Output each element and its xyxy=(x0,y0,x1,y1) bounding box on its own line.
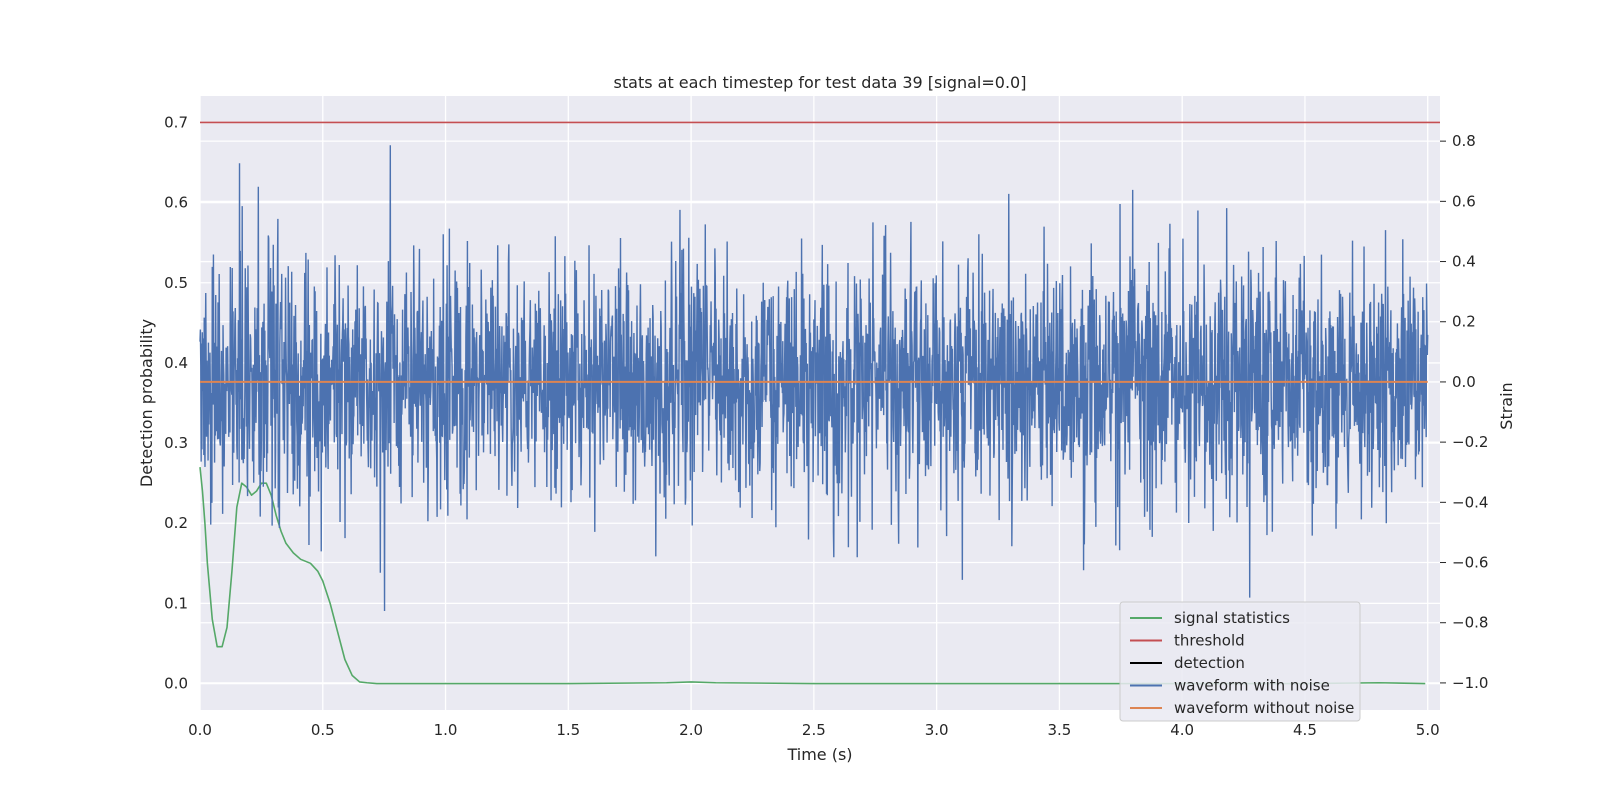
x-tick-label: 1.0 xyxy=(434,721,458,739)
series-layer-top xyxy=(200,121,1440,383)
y-tick-label: 0.4 xyxy=(164,354,188,372)
legend-label: threshold xyxy=(1174,632,1245,650)
x-tick-label: 4.0 xyxy=(1170,721,1194,739)
y2-tick-label: −0.4 xyxy=(1452,493,1488,511)
x-tick-label: 3.5 xyxy=(1047,721,1071,739)
chart-title: stats at each timestep for test data 39 … xyxy=(614,73,1027,92)
y-tick-label: 0.2 xyxy=(164,514,188,532)
x-axis-label: Time (s) xyxy=(786,745,852,764)
y2-tick-label: 0.4 xyxy=(1452,253,1476,271)
legend-label: signal statistics xyxy=(1174,609,1290,627)
x-tick-label: 2.0 xyxy=(679,721,703,739)
y-tick-label: 0.5 xyxy=(164,274,188,292)
x-tick-label: 5.0 xyxy=(1416,721,1440,739)
y-tick-label: 0.3 xyxy=(164,434,188,452)
y-tick-label: 0.7 xyxy=(164,113,188,131)
y-tick-label: 0.0 xyxy=(164,675,188,693)
ticks: 0.0 0.5 1.0 1.5 2.0 2.5 3.0 3.5 4.0 4.5 5.0 0.0 0.1 0… xyxy=(164,113,1488,739)
legend-label: waveform without noise xyxy=(1174,699,1354,717)
y2-axis-label: Strain xyxy=(1497,382,1516,429)
y2-tick-label: −0.6 xyxy=(1452,554,1488,572)
legend-label: detection xyxy=(1174,654,1245,672)
y-tick-label: 0.6 xyxy=(164,194,188,212)
legend-label: waveform with noise xyxy=(1174,677,1330,695)
x-tick-label: 4.5 xyxy=(1293,721,1317,739)
y2-tick-label: −1.0 xyxy=(1452,674,1488,692)
y2-tick-label: 0.8 xyxy=(1452,132,1476,150)
series-line-waveform-with-noise xyxy=(199,145,1429,611)
y2-tick-label: 0.0 xyxy=(1452,373,1476,391)
y-axis-label: Detection probability xyxy=(137,319,156,487)
legend: signal statistics threshold detection wavef… xyxy=(1119,601,1361,722)
x-tick-label: 2.5 xyxy=(802,721,826,739)
x-tick-label: 0.0 xyxy=(188,721,212,739)
legend-box xyxy=(1119,601,1361,722)
y2-tick-label: −0.2 xyxy=(1452,433,1488,451)
y-tick-label: 0.1 xyxy=(164,594,188,612)
series-layer xyxy=(199,467,1426,685)
x-tick-label: 0.5 xyxy=(311,721,335,739)
series-line-signal-statistics xyxy=(199,467,1426,685)
x-tick-label: 3.0 xyxy=(925,721,949,739)
y2-tick-label: −0.8 xyxy=(1452,614,1488,632)
x-tick-label: 1.5 xyxy=(556,721,580,739)
y2-tick-label: 0.2 xyxy=(1452,313,1476,331)
noise-layer xyxy=(199,145,1429,611)
y2-tick-label: 0.6 xyxy=(1452,192,1476,210)
